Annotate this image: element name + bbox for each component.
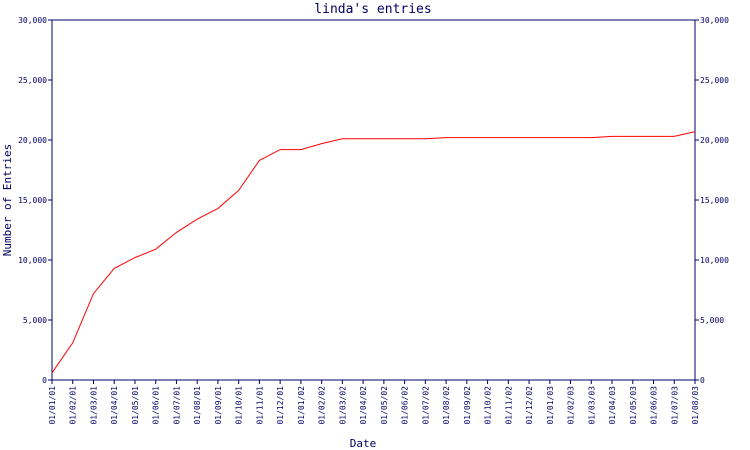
x-tick-label: 01/07/03	[670, 386, 679, 425]
x-tick-label: 01/06/03	[650, 386, 659, 425]
y-tick-label: 20,000	[18, 136, 47, 145]
x-tick-label: 01/09/01	[214, 386, 223, 425]
y2-tick-label: 20,000	[700, 136, 729, 145]
x-tick-label: 01/10/02	[484, 386, 493, 425]
y-tick-label: 30,000	[18, 16, 47, 25]
y-tick-label: 5,000	[23, 316, 47, 325]
x-tick-label: 01/01/02	[297, 386, 306, 425]
x-tick-label: 01/12/02	[525, 386, 534, 425]
x-tick-label: 01/10/01	[235, 386, 244, 425]
x-tick-label: 01/03/02	[338, 386, 347, 425]
x-tick-label: 01/03/03	[587, 386, 596, 425]
y2-tick-label: 5,000	[700, 316, 724, 325]
x-tick-label: 01/03/01	[89, 386, 98, 425]
y-tick-label: 10,000	[18, 256, 47, 265]
x-tick-label: 01/08/01	[193, 386, 202, 425]
x-tick-label: 01/01/03	[546, 386, 555, 425]
data-line	[51, 131, 696, 374]
x-tick-label: 01/05/02	[380, 386, 389, 425]
x-tick-label: 01/06/02	[401, 386, 410, 425]
y-tick-label: 25,000	[18, 76, 47, 85]
x-tick-label: 01/11/02	[504, 386, 513, 425]
y-axis-label: Number of Entries	[1, 144, 14, 257]
y-tick-label: 15,000	[18, 196, 47, 205]
y2-tick-label: 30,000	[700, 16, 729, 25]
x-tick-label: 01/12/01	[276, 386, 285, 425]
x-tick-label: 01/04/01	[110, 386, 119, 425]
y2-tick-label: 10,000	[700, 256, 729, 265]
x-tick-label: 01/05/03	[629, 386, 638, 425]
x-tick-label: 01/08/03	[691, 386, 700, 425]
plot-frame	[51, 19, 696, 381]
x-tick-label: 01/04/02	[359, 386, 368, 425]
y-tick-label: 0	[42, 376, 47, 385]
x-tick-label: 01/02/03	[567, 386, 576, 425]
y2-tick-label: 0	[700, 376, 705, 385]
chart-title: linda's entries	[314, 2, 431, 17]
x-tick-label: 01/04/03	[608, 386, 617, 425]
x-tick-label: 01/09/02	[463, 386, 472, 425]
x-tick-label: 01/07/02	[421, 386, 430, 425]
x-tick-label: 01/06/01	[152, 386, 161, 425]
x-tick-label: 01/02/01	[69, 386, 78, 425]
y2-tick-label: 15,000	[700, 196, 729, 205]
x-tick-label: 01/07/01	[172, 386, 181, 425]
x-tick-label: 01/01/01	[48, 386, 57, 425]
x-tick-label: 01/11/01	[255, 386, 264, 425]
x-tick-label: 01/08/02	[442, 386, 451, 425]
x-tick-label: 01/02/02	[318, 386, 327, 425]
y2-tick-label: 25,000	[700, 76, 729, 85]
x-tick-label: 01/05/01	[131, 386, 140, 425]
x-axis-label: Date	[350, 437, 377, 450]
